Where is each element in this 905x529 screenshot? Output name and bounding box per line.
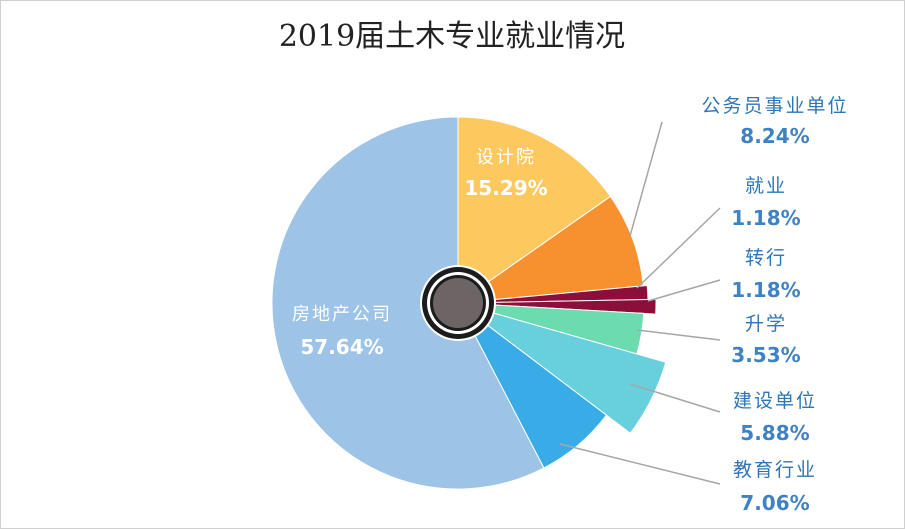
slice-category-label-1: 公务员事业单位 (701, 95, 848, 117)
pie-slices (271, 116, 667, 490)
slice-category-label-4: 升学 (745, 313, 787, 335)
pie-slice-1 (456, 195, 644, 304)
slice-category-label-6: 教育行业 (733, 459, 817, 481)
slice-category-label-0: 设计院 (476, 147, 536, 168)
chart-title: 2019届土木专业就业情况 (279, 19, 625, 54)
slice-category-label-3: 转行 (745, 247, 787, 269)
leader-line-6 (559, 443, 721, 485)
leader-line-3 (647, 279, 721, 302)
pie-slice-7 (271, 116, 545, 490)
leader-lines (559, 121, 721, 485)
slice-value-label-5: 5.88% (740, 421, 809, 445)
hub-center (433, 278, 483, 328)
pie-slice-0 (457, 116, 612, 304)
slice-value-label-0: 15.29% (464, 176, 547, 200)
leader-line-2 (636, 207, 721, 289)
pie-slice-5 (457, 302, 667, 434)
slice-labels: 公务员事业单位 8.24% 就业 1.18% 转行 1.18% 升学 3.53% 建设单位 5.8… (292, 95, 848, 515)
leader-line-5 (629, 383, 721, 413)
leader-line-4 (636, 329, 721, 341)
slice-value-label-6: 7.06% (740, 491, 809, 515)
slice-category-label-7: 房地产公司 (292, 304, 392, 325)
slice-category-label-5: 建设单位 (733, 390, 817, 412)
slice-value-label-1: 8.24% (740, 124, 809, 148)
pie-center-hub (420, 265, 496, 341)
slice-value-label-7: 57.64% (300, 335, 383, 359)
slice-value-label-4: 3.53% (731, 343, 800, 367)
slice-value-label-2: 1.18% (731, 206, 800, 230)
leader-line-1 (629, 121, 663, 237)
slice-value-label-3: 1.18% (731, 278, 800, 302)
slice-category-label-2: 就业 (745, 175, 787, 197)
